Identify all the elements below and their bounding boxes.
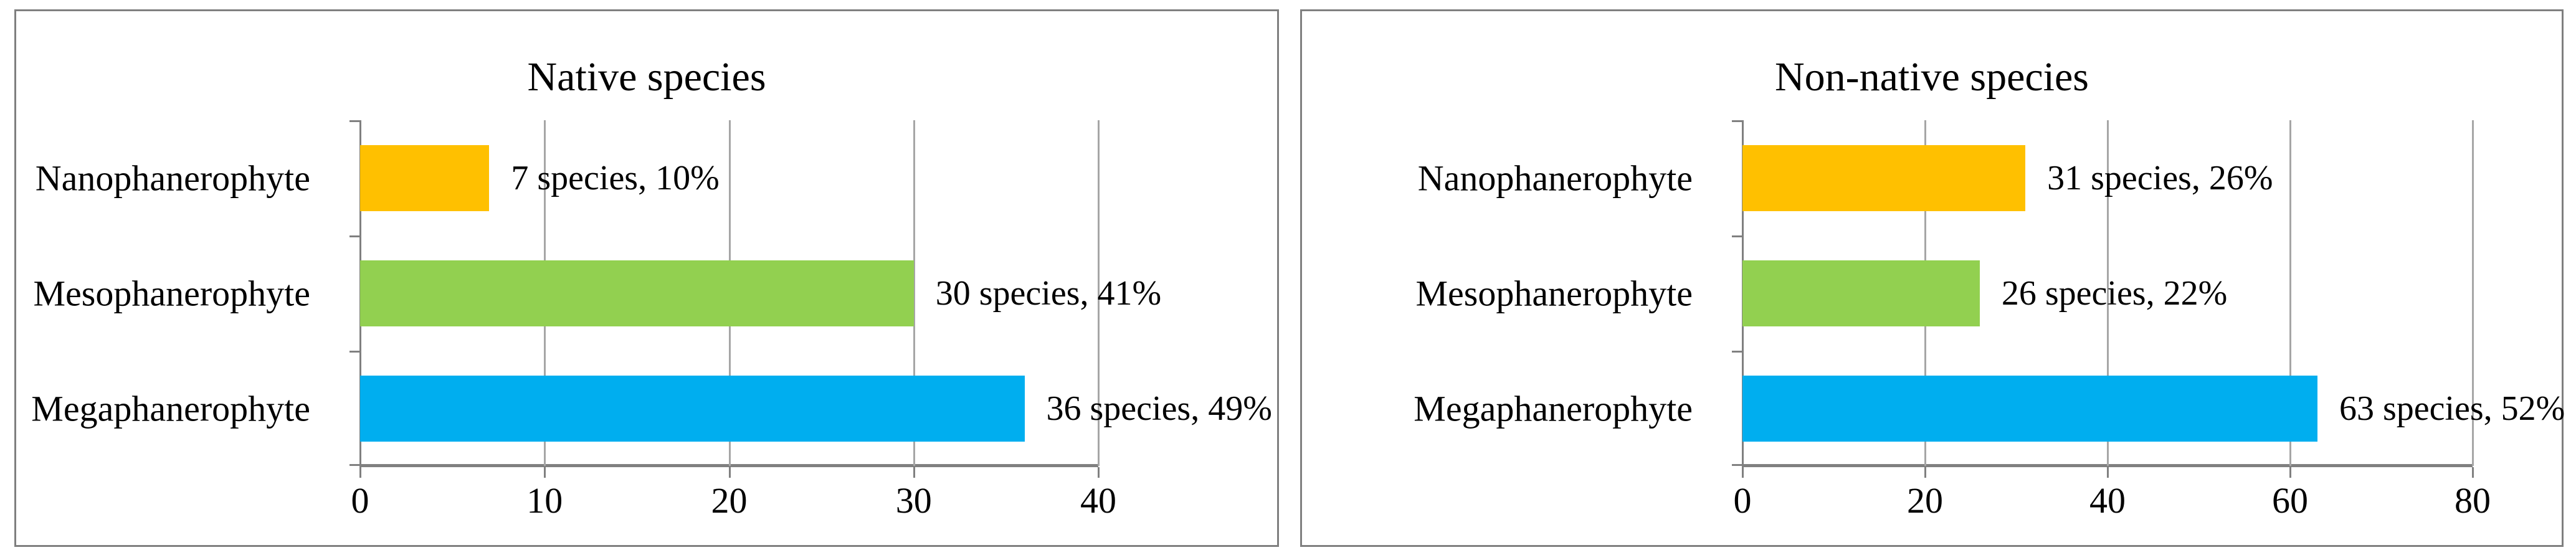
value-axis-tick-label: 60 [2272, 480, 2308, 521]
data-label: 63 species, 52% [2339, 389, 2565, 428]
category-label: Mesophanerophyte [1415, 273, 1693, 313]
value-axis-tick-mark [1742, 467, 1744, 478]
gridline [2472, 120, 2474, 466]
value-axis-tick-label: 20 [1907, 480, 1943, 521]
category-label: Nanophanerophyte [1417, 158, 1693, 198]
gridline [913, 120, 915, 466]
value-axis-tick-labels: 0 10 20 30 40 [351, 480, 1117, 529]
value-axis-tick-mark [359, 467, 361, 478]
chart-panel-native-species: Native species Nanophanerophyte Mesophane… [14, 9, 1279, 547]
value-axis-tick-mark [728, 467, 731, 478]
plot-area: 7 species, 10% 30 species, 41% 36 species,… [349, 120, 1272, 478]
bar-nanophanerophyte [360, 145, 490, 211]
chart-title: Non-native species [1775, 54, 2089, 100]
value-axis-tick-mark [1098, 467, 1100, 478]
value-axis-tick-mark [913, 467, 915, 478]
bar-mesophanerophyte [1742, 260, 1980, 326]
value-axis-tick-mark [1924, 467, 1926, 478]
gridline [2107, 120, 2109, 466]
category-axis-tick-mark [349, 351, 360, 353]
chart-title: Native species [527, 54, 766, 100]
category-axis-labels: Nanophanerophyte Mesophanerophyte Megaphan… [16, 120, 335, 466]
category-axis-tick-mark [1732, 464, 1742, 466]
gridline [1098, 120, 1100, 466]
bar-megaphanerophyte [360, 375, 1025, 442]
value-axis-tick-mark [2472, 467, 2474, 478]
bar-nanophanerophyte [1742, 145, 2026, 211]
value-axis-tick-label: 20 [711, 480, 748, 521]
value-axis-tick-mark [2107, 467, 2109, 478]
value-axis-tick-label: 0 [1733, 480, 1752, 521]
data-label: 30 species, 41% [935, 273, 1162, 313]
bar-mesophanerophyte [360, 260, 914, 326]
category-label: Mesophanerophyte [33, 273, 310, 313]
category-axis-tick-mark [349, 120, 360, 122]
category-axis-labels: Nanophanerophyte Mesophanerophyte Megaphan… [1302, 120, 1718, 466]
category-axis-tick-mark [1732, 235, 1742, 237]
value-axis-tick-label: 30 [895, 480, 932, 521]
plot-area: 31 species, 26% 26 species, 22% 63 species… [1732, 120, 2565, 478]
value-axis-tick-label: 40 [2089, 480, 2126, 521]
data-label: 31 species, 26% [2047, 158, 2273, 197]
data-label: 26 species, 22% [2001, 273, 2228, 313]
value-axis-tick-labels: 0 20 40 60 80 [1734, 480, 2491, 529]
category-label: Megaphanerophyte [1414, 388, 1693, 429]
value-axis-tick-mark [2289, 467, 2291, 478]
category-axis-tick-mark [349, 464, 360, 466]
category-axis-tick-mark [1732, 351, 1742, 353]
data-label: 36 species, 49% [1046, 389, 1272, 428]
category-axis-tick-mark [1732, 120, 1742, 122]
data-label: 7 species, 10% [511, 158, 720, 197]
value-axis-tick-label: 0 [351, 480, 369, 521]
value-axis-tick-label: 80 [2455, 480, 2491, 521]
value-axis-tick-label: 10 [526, 480, 563, 521]
bar-megaphanerophyte [1742, 375, 2317, 442]
chart-panel-non-native-species: Non-native species Nanophanerophyte Mesop… [1300, 9, 2565, 547]
category-label: Megaphanerophyte [31, 388, 310, 429]
category-label: Nanophanerophyte [35, 158, 310, 198]
gridline [2289, 120, 2291, 466]
category-axis-tick-mark [349, 235, 360, 237]
value-axis-tick-label: 40 [1080, 480, 1116, 521]
value-axis-tick-mark [544, 467, 546, 478]
